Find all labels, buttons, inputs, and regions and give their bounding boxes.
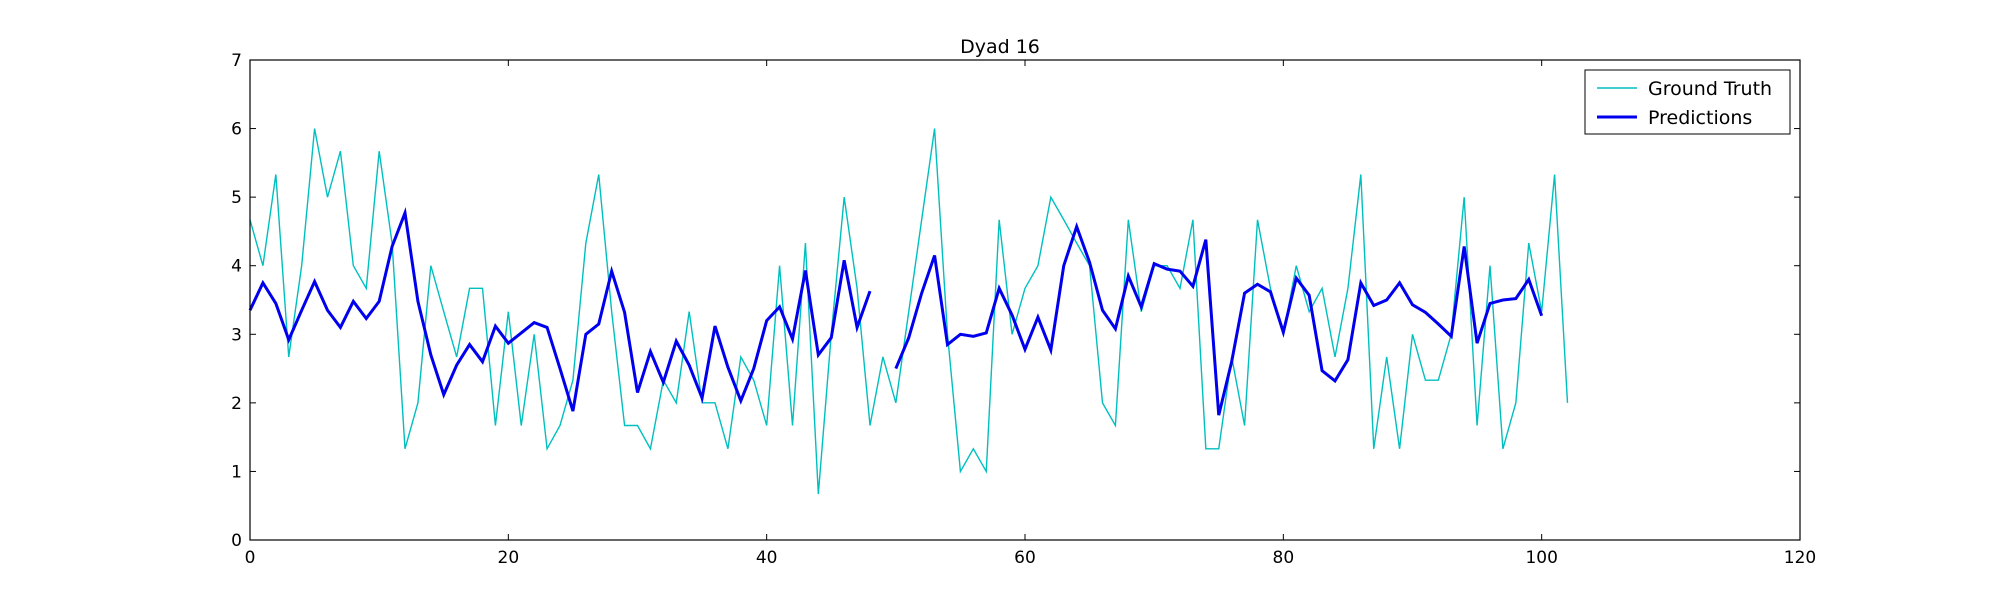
x-tick-label: 40 [756, 548, 778, 568]
y-tick-label: 0 [231, 531, 242, 551]
legend-box [1584, 69, 1791, 135]
x-tick-label: 20 [498, 548, 520, 568]
x-tick-label: 120 [1784, 548, 1816, 568]
y-tick-label: 5 [231, 188, 242, 208]
y-tick-label: 2 [231, 394, 242, 414]
x-tick-label: 100 [1525, 548, 1557, 568]
legend-label-predictions: Predictions [1648, 107, 1752, 129]
chart-title: Dyad 16 [960, 36, 1040, 58]
x-tick-label: 0 [245, 548, 256, 568]
series-line-predictions-segment-1 [248, 207, 872, 412]
y-tick-label: 7 [231, 51, 242, 71]
series-line-ground-truth [249, 128, 1569, 495]
y-tick-label: 6 [231, 120, 242, 140]
x-tick-label: 80 [1273, 548, 1295, 568]
y-tick-label: 4 [231, 257, 242, 277]
legend: Ground Truth Predictions [1584, 69, 1791, 135]
y-tick-label: 1 [231, 462, 242, 482]
plot-area: 0 20 40 60 80 100 120 0 1 2 3 4 5 6 7 [231, 51, 1816, 568]
y-tick-label: 3 [231, 325, 242, 345]
x-tick-label: 60 [1014, 548, 1036, 568]
legend-label-ground-truth: Ground Truth [1648, 78, 1772, 100]
series-line-predictions-segment-2 [894, 222, 1544, 416]
